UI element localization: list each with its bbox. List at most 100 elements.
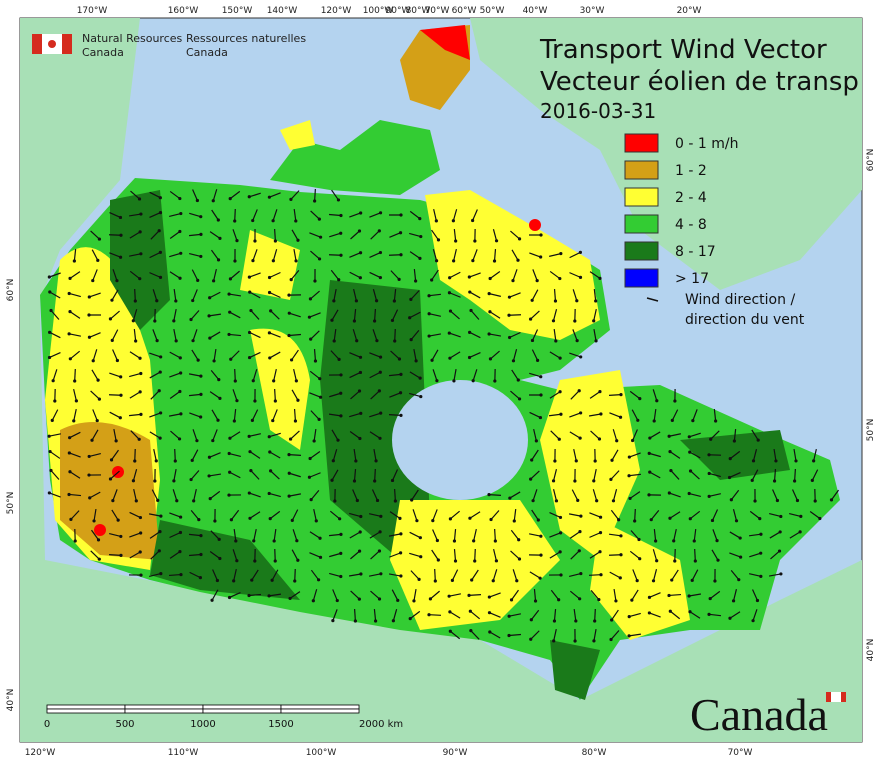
arrow xyxy=(469,511,481,519)
arrow xyxy=(249,351,261,359)
arrow xyxy=(512,569,518,581)
arrow-head xyxy=(114,439,118,443)
arrow xyxy=(188,233,202,237)
arrow-head xyxy=(574,459,578,463)
arrow xyxy=(169,212,181,218)
arrow-head xyxy=(309,337,313,341)
arrow-head xyxy=(249,308,253,313)
arrow-head xyxy=(228,277,233,281)
agency-name: Canada xyxy=(186,46,228,59)
legend-label: 0 - 1 m/h xyxy=(675,136,738,152)
arrow-head xyxy=(536,358,540,363)
arrow-head xyxy=(539,534,543,538)
arrow xyxy=(669,610,681,620)
arrow xyxy=(489,270,501,280)
arrow xyxy=(710,430,720,440)
arrow xyxy=(294,568,296,582)
arrow xyxy=(549,391,561,399)
arrow-head xyxy=(119,534,123,539)
arrow xyxy=(290,430,300,440)
arrow-head xyxy=(431,518,435,523)
arrow xyxy=(369,271,381,279)
arrow-head xyxy=(339,231,343,235)
legend-swatch xyxy=(624,160,659,180)
arrow xyxy=(552,309,558,321)
agency-name: Natural Resources xyxy=(82,32,183,45)
arrow-head xyxy=(251,218,255,223)
arrow-head xyxy=(273,399,277,403)
arrow-head xyxy=(67,291,71,296)
arrow-head xyxy=(267,331,272,335)
arrow-head xyxy=(358,370,363,375)
arrow xyxy=(269,291,281,299)
arrow xyxy=(233,569,237,581)
arrow xyxy=(209,231,221,239)
arrow xyxy=(349,412,361,418)
arrow-head xyxy=(268,517,272,521)
arrow-head xyxy=(467,355,472,360)
arrow xyxy=(190,310,200,320)
arrow xyxy=(589,512,601,518)
arrow-head xyxy=(355,498,359,503)
arrow-head xyxy=(488,357,493,361)
arrow xyxy=(571,489,579,501)
arrow xyxy=(190,509,200,521)
arrow xyxy=(90,230,100,240)
arrow-head xyxy=(158,436,162,440)
arrow-head xyxy=(529,477,533,481)
arrow-head xyxy=(673,559,677,563)
arrow-head xyxy=(199,392,203,397)
arrow xyxy=(550,430,560,440)
arrow xyxy=(234,208,236,222)
arrow xyxy=(751,589,759,601)
graticule-label: 70°W xyxy=(728,748,753,758)
arrow-head xyxy=(199,415,203,419)
arrow xyxy=(149,573,161,577)
arrow xyxy=(411,489,419,501)
arrow-head xyxy=(359,514,363,519)
arrow-head xyxy=(578,530,582,534)
arrow-head xyxy=(313,199,317,203)
arrow-head xyxy=(67,451,71,455)
arrow xyxy=(271,569,279,581)
arrow xyxy=(432,529,438,541)
arrow-head xyxy=(774,459,778,463)
arrow xyxy=(348,573,362,577)
arrow xyxy=(649,452,661,458)
arrow-head xyxy=(630,438,635,443)
arrow-head xyxy=(655,559,659,563)
arrow-head xyxy=(393,499,397,503)
arrow xyxy=(372,329,378,341)
arrow xyxy=(332,589,338,601)
arrow xyxy=(169,190,181,200)
arrow-head xyxy=(448,610,452,614)
arrow xyxy=(372,289,378,301)
arrow-head xyxy=(72,259,76,263)
arrow-head xyxy=(435,379,439,383)
arrow xyxy=(331,429,339,441)
arrow-head xyxy=(647,493,651,497)
legend-swatch xyxy=(624,133,659,153)
arrow-head xyxy=(118,416,122,420)
arrow xyxy=(173,328,177,342)
arrow-head xyxy=(133,299,137,303)
arrow-head xyxy=(318,377,322,381)
arrow xyxy=(509,292,521,298)
arrow xyxy=(191,269,199,281)
arrow-head xyxy=(158,210,163,215)
arrow xyxy=(669,433,681,437)
arrow xyxy=(369,371,381,379)
arrow xyxy=(549,551,561,559)
arrow-head xyxy=(109,458,114,462)
arrow-head xyxy=(559,573,563,577)
arrow-head xyxy=(108,477,113,481)
arrow xyxy=(128,413,142,417)
arrow-head xyxy=(358,276,362,280)
arrow xyxy=(129,351,141,359)
arrow-head xyxy=(195,439,199,443)
arrow-head xyxy=(119,233,123,237)
arrow xyxy=(610,470,620,480)
arrow xyxy=(251,409,259,421)
arrow-head xyxy=(417,577,421,581)
graticule-label: 80°W xyxy=(582,748,607,758)
